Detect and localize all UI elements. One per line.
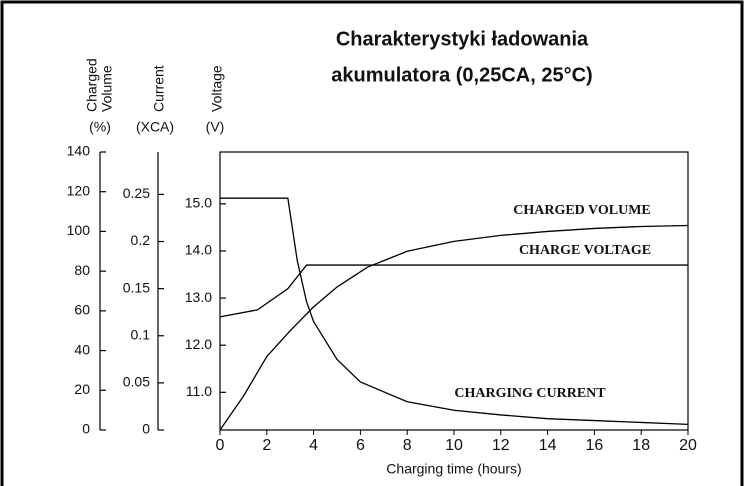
y-tick-label: 100 <box>67 222 91 238</box>
series-line <box>219 264 688 318</box>
y-axis-label: Charged <box>84 58 100 112</box>
y2-tick-label: 0.25 <box>123 185 150 201</box>
chart-title: Charakterystyki ładowania <box>336 28 589 50</box>
y2-tick-label: 0.1 <box>131 326 151 342</box>
y-tick-label: 80 <box>74 262 90 278</box>
y2-tick-label: 0.2 <box>131 232 151 248</box>
chart-title: akumulatora (0,25CA, 25°C) <box>331 64 592 86</box>
series-line <box>220 197 689 425</box>
y-tick-label: 60 <box>74 302 90 318</box>
series-line <box>219 224 689 431</box>
x-tick-label: 20 <box>679 437 697 454</box>
series-label: CHARGE VOLTAGE <box>519 243 651 258</box>
series-label: CHARGING CURRENT <box>454 386 606 401</box>
x-tick-label: 14 <box>539 437 557 454</box>
y2-axis-unit: (XCA) <box>136 119 174 135</box>
y3-tick-label: 13.0 <box>185 289 212 305</box>
y-axis-label: Volume <box>99 65 115 112</box>
y3-tick-label: 15.0 <box>185 195 212 211</box>
x-tick-label: 2 <box>262 437 271 454</box>
y-tick-label: 140 <box>67 143 91 159</box>
y2-tick-label: 0.05 <box>123 374 150 390</box>
x-tick-label: 4 <box>309 437 318 454</box>
x-tick-label: 6 <box>356 437 365 454</box>
y-tick-label: 40 <box>74 341 90 357</box>
x-tick-label: 8 <box>403 437 412 454</box>
y3-tick-label: 11.0 <box>186 383 212 399</box>
y3-axis-label: Voltage <box>209 65 225 112</box>
y2-axis-label: Current <box>151 65 167 112</box>
y3-tick-label: 14.0 <box>185 242 212 258</box>
y-tick-label: 120 <box>67 182 91 198</box>
y-tick-label: 0 <box>82 421 90 437</box>
x-tick-label: 16 <box>586 437 604 454</box>
y2-tick-label: 0.15 <box>123 279 150 295</box>
x-tick-label: 12 <box>492 437 510 454</box>
x-tick-label: 0 <box>216 437 225 454</box>
y3-axis-unit: (V) <box>206 119 225 135</box>
x-tick-label: 10 <box>445 437 463 454</box>
y-axis-unit: (%) <box>89 119 111 135</box>
x-axis-label: Charging time (hours) <box>386 461 521 477</box>
y2-tick-label: 0 <box>142 421 150 437</box>
x-tick-label: 18 <box>632 437 650 454</box>
y3-tick-label: 12.0 <box>185 336 212 352</box>
y-tick-label: 20 <box>74 381 90 397</box>
series-label: CHARGED VOLUME <box>513 203 651 218</box>
